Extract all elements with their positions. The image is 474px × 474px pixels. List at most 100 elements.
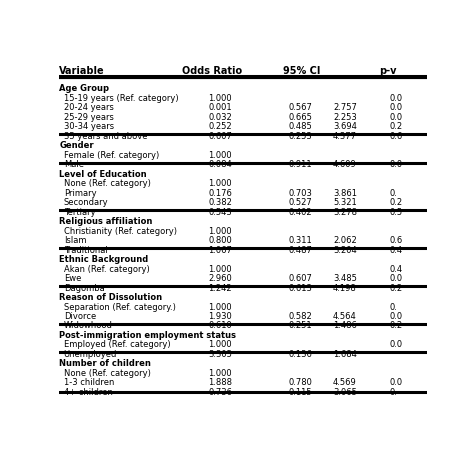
Text: Widowhood: Widowhood	[64, 321, 112, 330]
Text: 0.607: 0.607	[289, 274, 313, 283]
Text: 1.242: 1.242	[208, 283, 232, 292]
Text: 0.2: 0.2	[390, 283, 403, 292]
Text: 0.402: 0.402	[289, 208, 312, 217]
Text: 0.6: 0.6	[390, 236, 403, 245]
Text: Post-immigration employment status: Post-immigration employment status	[59, 331, 236, 340]
Text: 2.253: 2.253	[333, 113, 356, 122]
Text: None (Ref. category): None (Ref. category)	[64, 179, 151, 188]
Text: 0.: 0.	[390, 189, 398, 198]
Text: Akan (Ref. category): Akan (Ref. category)	[64, 264, 149, 273]
Text: 0.084: 0.084	[208, 160, 232, 169]
Text: Tertiary: Tertiary	[64, 208, 95, 217]
Text: 20-24 years: 20-24 years	[64, 103, 114, 112]
Text: Gender: Gender	[59, 141, 94, 150]
Text: 3.694: 3.694	[333, 122, 357, 131]
Text: 0.6: 0.6	[390, 132, 403, 141]
Text: 1.684: 1.684	[333, 350, 357, 359]
Text: None (Ref. category): None (Ref. category)	[64, 369, 151, 378]
Text: 0.251: 0.251	[289, 321, 312, 330]
Text: 0.0: 0.0	[390, 378, 403, 387]
Text: 0.911: 0.911	[289, 160, 312, 169]
Text: 0.4: 0.4	[390, 264, 403, 273]
Text: 0.703: 0.703	[289, 189, 313, 198]
Text: 0.0: 0.0	[390, 312, 403, 321]
Text: 3.861: 3.861	[333, 189, 357, 198]
Text: Unemployed: Unemployed	[64, 350, 117, 359]
Text: 25-29 years: 25-29 years	[64, 113, 114, 122]
Text: 0.800: 0.800	[208, 236, 232, 245]
Text: 4.609: 4.609	[333, 160, 356, 169]
Text: 3.485: 3.485	[333, 274, 357, 283]
Text: Employed (Ref. category): Employed (Ref. category)	[64, 340, 170, 349]
Text: 0.613: 0.613	[289, 283, 313, 292]
Text: p-v: p-v	[379, 66, 397, 76]
Text: 0.2: 0.2	[390, 321, 403, 330]
Text: 95% CI: 95% CI	[283, 66, 320, 76]
Text: 5.321: 5.321	[333, 198, 356, 207]
Text: 1.000: 1.000	[208, 340, 232, 349]
Text: 0.0: 0.0	[390, 160, 403, 169]
Text: 0.115: 0.115	[289, 388, 312, 397]
Text: 1.000: 1.000	[208, 369, 232, 378]
Text: 0.176: 0.176	[208, 189, 232, 198]
Text: Ewe: Ewe	[64, 274, 81, 283]
Text: 35 years and above: 35 years and above	[64, 132, 147, 141]
Text: 0.311: 0.311	[289, 236, 312, 245]
Text: 0.567: 0.567	[289, 103, 313, 112]
Text: 0.485: 0.485	[289, 122, 312, 131]
Text: 3.305: 3.305	[208, 350, 232, 359]
Text: 0.: 0.	[390, 388, 398, 397]
Text: Traditional: Traditional	[64, 246, 108, 255]
Text: Religious affiliation: Religious affiliation	[59, 217, 153, 226]
Text: 1.000: 1.000	[208, 227, 232, 236]
Text: 0.487: 0.487	[289, 246, 313, 255]
Text: 3.204: 3.204	[333, 246, 356, 255]
Text: 1.000: 1.000	[208, 179, 232, 188]
Text: Reason of Dissolution: Reason of Dissolution	[59, 293, 163, 302]
Text: 0.582: 0.582	[289, 312, 312, 321]
Text: 1.930: 1.930	[208, 312, 232, 321]
Text: 1.000: 1.000	[208, 151, 232, 160]
Text: 0.032: 0.032	[208, 113, 232, 122]
Text: 15-19 years (Ref. category): 15-19 years (Ref. category)	[64, 94, 178, 103]
Text: 0.0: 0.0	[390, 274, 403, 283]
Text: Islam: Islam	[64, 236, 86, 245]
Text: 0.253: 0.253	[289, 132, 312, 141]
Text: Level of Education: Level of Education	[59, 170, 147, 179]
Text: 0.001: 0.001	[208, 103, 232, 112]
Text: 0.527: 0.527	[289, 198, 312, 207]
Text: Ethnic Background: Ethnic Background	[59, 255, 148, 264]
Text: 4+ children: 4+ children	[64, 388, 112, 397]
Text: 30-34 years: 30-34 years	[64, 122, 114, 131]
Text: Secondary: Secondary	[64, 198, 108, 207]
Text: Number of children: Number of children	[59, 359, 151, 368]
Text: 1.000: 1.000	[208, 94, 232, 103]
Text: 0.0: 0.0	[390, 113, 403, 122]
Text: Female (Ref. category): Female (Ref. category)	[64, 151, 159, 160]
Text: Odds Ratio: Odds Ratio	[182, 66, 242, 76]
Text: 1.000: 1.000	[208, 264, 232, 273]
Text: 0.5: 0.5	[390, 208, 403, 217]
Text: Primary: Primary	[64, 189, 96, 198]
Text: 3.065: 3.065	[333, 388, 357, 397]
Text: 0.136: 0.136	[289, 350, 313, 359]
Text: 0.0: 0.0	[390, 340, 403, 349]
Text: 2.960: 2.960	[208, 274, 232, 283]
Text: 0.0: 0.0	[390, 94, 403, 103]
Text: 0.4: 0.4	[390, 246, 403, 255]
Text: 0.2: 0.2	[390, 198, 403, 207]
Text: 4.569: 4.569	[333, 378, 356, 387]
Text: 0.252: 0.252	[208, 122, 232, 131]
Text: 0.2: 0.2	[390, 122, 403, 131]
Text: 1.486: 1.486	[333, 321, 357, 330]
Text: 4.198: 4.198	[333, 283, 356, 292]
Text: Dagomba: Dagomba	[64, 283, 104, 292]
Text: 0.780: 0.780	[289, 378, 313, 387]
Text: 0.: 0.	[390, 302, 398, 311]
Text: 0.610: 0.610	[208, 321, 232, 330]
Text: Divorce: Divorce	[64, 312, 96, 321]
Text: 3.278: 3.278	[333, 208, 357, 217]
Text: 0.0: 0.0	[390, 103, 403, 112]
Text: 0.665: 0.665	[289, 113, 313, 122]
Text: 0.607: 0.607	[208, 132, 232, 141]
